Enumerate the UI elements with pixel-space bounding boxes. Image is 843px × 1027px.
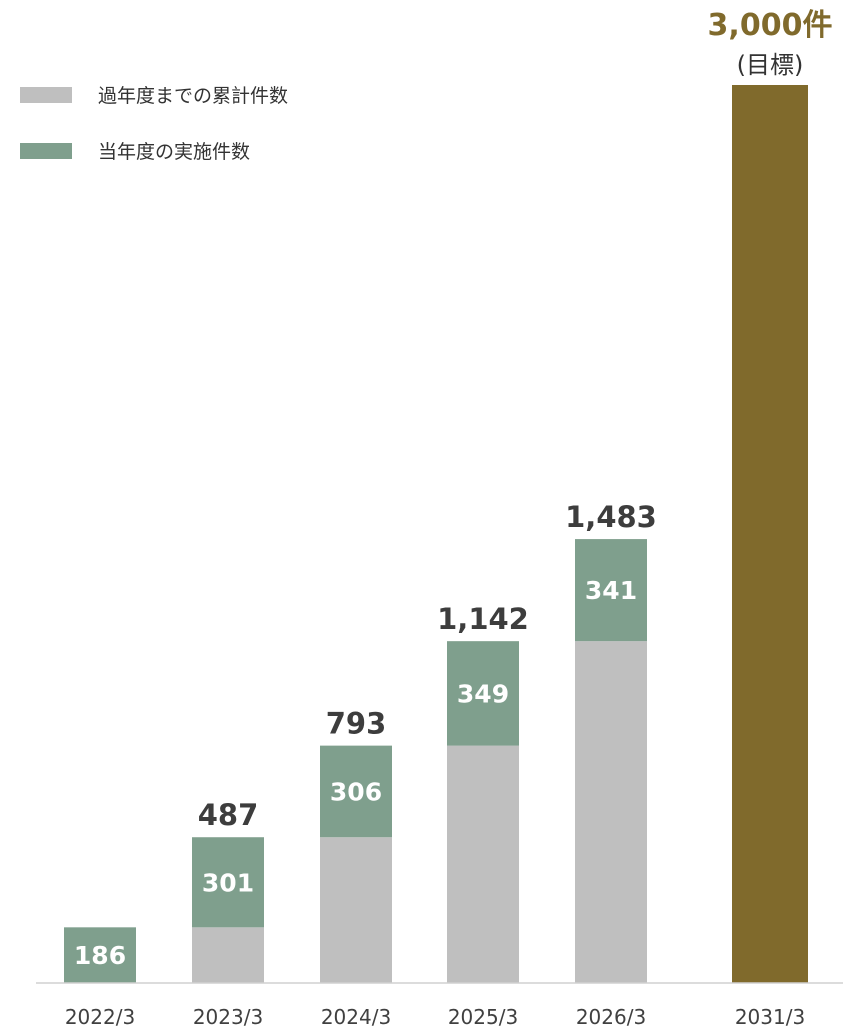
data-label-current-4: 341: [585, 576, 637, 605]
data-label-current-2: 306: [330, 777, 382, 806]
x-tick-label-1: 2023/3: [193, 1005, 263, 1027]
bar-current-2: [320, 745, 392, 838]
total-label-3: 1,142: [437, 602, 529, 636]
bar-cumulative-2: [320, 837, 392, 983]
target-label: 3,000件: [708, 8, 833, 43]
x-tick-label-4: 2026/3: [576, 1005, 646, 1027]
x-tick-label-5: 2031/3: [735, 1005, 805, 1027]
data-label-current-3: 349: [457, 679, 509, 708]
legend-swatch-1: [20, 143, 72, 159]
bar-cumulative-4: [575, 641, 647, 983]
total-label-1: 487: [198, 798, 259, 832]
total-label-2: 793: [326, 707, 387, 741]
data-label-current-0: 186: [74, 941, 126, 970]
bar-current-0: [64, 927, 136, 983]
legend-label-0: 過年度までの累計件数: [98, 85, 288, 107]
legend-swatch-0: [20, 87, 72, 103]
x-tick-label-0: 2022/3: [65, 1005, 135, 1027]
x-tick-label-3: 2025/3: [448, 1005, 518, 1027]
data-label-current-1: 301: [202, 868, 254, 897]
target-sublabel: (目標): [737, 51, 804, 79]
bar-target: [732, 85, 808, 983]
legend-label-1: 当年度の実施件数: [98, 141, 250, 163]
bar-cumulative-3: [447, 745, 519, 983]
bar-current-4: [575, 539, 647, 642]
bar-current-3: [447, 641, 519, 746]
x-tick-label-2: 2024/3: [321, 1005, 391, 1027]
labels: 186 2022/3 301 487 2023/3 306 793 2024/3 349 1,14…: [65, 8, 833, 1027]
bars: [64, 85, 808, 983]
total-label-4: 1,483: [565, 500, 657, 534]
bar-cumulative-1: [192, 927, 264, 983]
bar-current-1: [192, 837, 264, 928]
